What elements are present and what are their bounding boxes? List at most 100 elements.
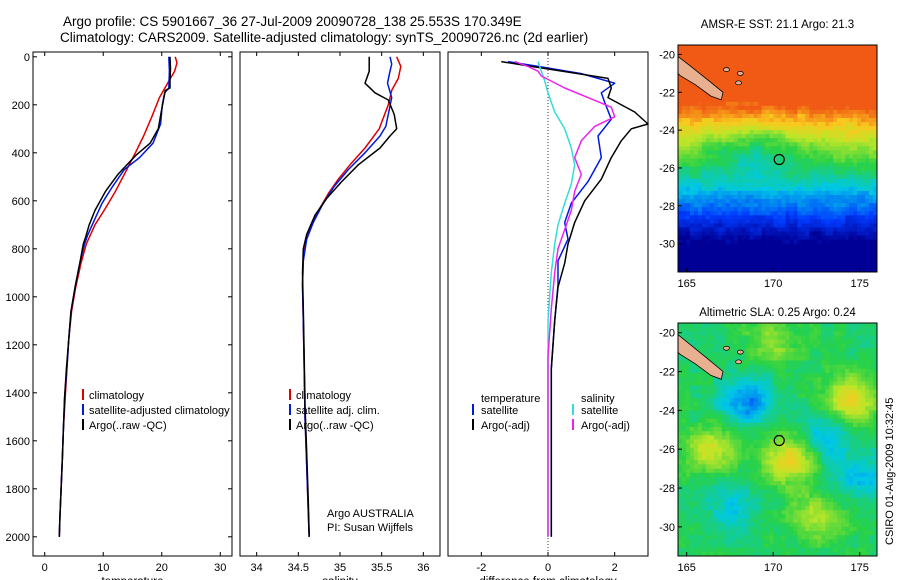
grid-cell <box>733 547 739 553</box>
grid-cell <box>849 166 854 172</box>
grid-cell <box>757 518 762 524</box>
grid-cell <box>678 150 683 155</box>
grid-cell <box>813 402 818 407</box>
grid-cell <box>761 335 766 341</box>
grid-cell <box>773 347 778 353</box>
grid-cell <box>681 85 687 90</box>
grid-cell <box>853 97 858 103</box>
grid-cell <box>789 497 794 503</box>
grid-cell <box>813 501 818 507</box>
grid-cell <box>685 130 691 135</box>
grid-cell <box>701 219 707 224</box>
grid-cell <box>737 343 743 349</box>
grid-cell <box>781 203 786 208</box>
grid-cell <box>769 501 774 507</box>
grid-cell <box>753 522 758 528</box>
grid-cell <box>741 451 747 457</box>
grid-cell <box>678 251 683 257</box>
grid-cell <box>709 97 715 103</box>
grid-cell <box>833 259 838 265</box>
grid-cell <box>697 45 703 50</box>
grid-cell <box>845 186 850 192</box>
grid-cell <box>741 263 747 269</box>
grid-cell <box>741 69 747 74</box>
grid-cell <box>678 122 683 127</box>
grid-cell <box>813 460 818 465</box>
grid-cell <box>813 77 818 82</box>
grid-cell <box>873 146 878 151</box>
grid-cell <box>785 89 790 95</box>
grid-cell <box>793 427 798 432</box>
grid-cell <box>821 150 826 155</box>
grid-cell <box>757 170 762 176</box>
grid-cell <box>829 199 834 204</box>
grid-cell <box>789 73 794 78</box>
grid-cell <box>785 377 790 382</box>
grid-cell <box>749 57 755 62</box>
grid-cell <box>773 267 778 273</box>
grid-cell <box>793 489 798 494</box>
grid-cell <box>869 150 874 155</box>
grid-cell <box>809 468 814 474</box>
grid-cell <box>705 190 711 196</box>
grid-cell <box>869 239 874 245</box>
grid-cell <box>753 402 758 407</box>
grid-cell <box>761 414 766 420</box>
grid-cell <box>793 422 798 428</box>
grid-cell <box>829 69 834 74</box>
grid-cell <box>757 109 762 115</box>
grid-cell <box>777 235 782 240</box>
grid-cell <box>753 45 758 50</box>
grid-cell <box>785 203 790 208</box>
grid-cell <box>785 154 790 159</box>
grid-cell <box>717 397 723 403</box>
grid-cell <box>689 150 695 155</box>
grid-cell <box>873 105 878 111</box>
grid-cell <box>805 207 810 212</box>
grid-cell <box>721 146 727 151</box>
grid-cell <box>741 418 747 424</box>
grid-cell <box>813 259 818 265</box>
grid-cell <box>857 117 862 123</box>
grid-cell <box>701 347 707 353</box>
grid-cell <box>777 335 782 341</box>
grid-cell <box>757 472 762 478</box>
grid-cell <box>793 476 798 482</box>
grid-cell <box>725 506 731 511</box>
grid-cell <box>689 174 695 180</box>
grid-cell <box>733 178 739 184</box>
grid-cell <box>865 231 870 236</box>
grid-cell <box>678 154 683 159</box>
grid-cell <box>765 138 770 143</box>
grid-cell <box>713 356 719 361</box>
grid-cell <box>749 251 755 257</box>
grid-cell <box>725 49 731 54</box>
grid-cell <box>681 393 687 399</box>
grid-cell <box>701 476 707 482</box>
grid-cell <box>805 327 810 332</box>
grid-cell <box>781 178 786 184</box>
grid-cell <box>689 497 695 503</box>
grid-cell <box>797 126 802 131</box>
grid-cell <box>681 243 687 249</box>
grid-cell <box>773 356 778 361</box>
grid-cell <box>841 142 846 147</box>
grid-cell <box>685 239 691 245</box>
grid-cell <box>849 182 854 188</box>
grid-cell <box>681 77 687 82</box>
grid-cell <box>849 239 854 245</box>
grid-cell <box>789 464 794 470</box>
grid-cell <box>813 456 818 461</box>
grid-cell <box>837 77 842 82</box>
grid-cell <box>713 178 719 184</box>
grid-cell <box>857 126 862 131</box>
grid-cell <box>725 267 731 273</box>
grid-cell <box>773 97 778 103</box>
grid-cell <box>678 393 683 399</box>
grid-cell <box>821 323 826 328</box>
grid-cell <box>765 89 770 95</box>
grid-cell <box>813 539 818 544</box>
grid-cell <box>737 178 743 184</box>
grid-cell <box>681 368 687 374</box>
grid-cell <box>745 69 751 74</box>
